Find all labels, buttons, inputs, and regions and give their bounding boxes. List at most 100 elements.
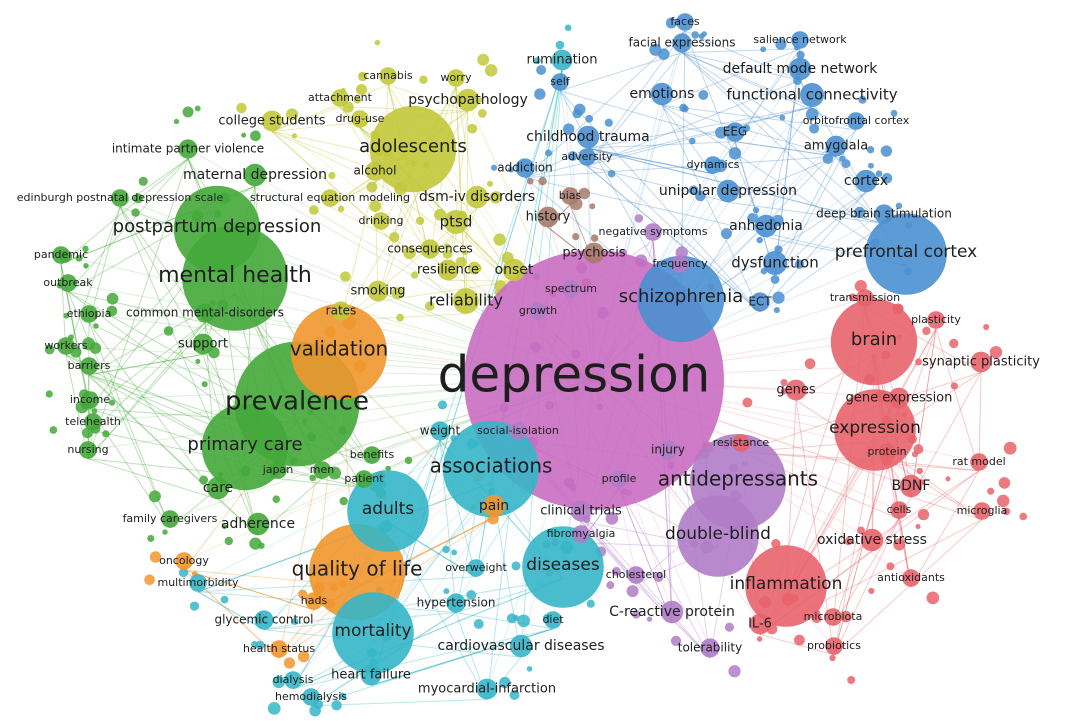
minor-node	[199, 475, 209, 485]
minor-node	[442, 545, 450, 554]
node-label: schizophrenia	[619, 286, 744, 307]
node-circle	[672, 33, 692, 53]
edge	[374, 180, 515, 282]
edge	[339, 106, 431, 259]
edge	[387, 84, 469, 112]
minor-node	[756, 236, 763, 244]
edge	[87, 458, 219, 500]
minor-node	[443, 588, 450, 595]
node-circle	[878, 443, 896, 461]
minor-node	[794, 634, 805, 646]
node-label: psychosis	[562, 246, 625, 261]
node-label: validation	[290, 337, 388, 361]
edge	[886, 460, 912, 587]
edge	[380, 229, 467, 315]
node-label: diet	[542, 613, 564, 626]
minor-node	[698, 33, 705, 40]
edge	[559, 90, 736, 143]
node-label: growth	[519, 304, 557, 317]
node-label: adversity	[561, 150, 613, 163]
edge	[832, 328, 937, 626]
minor-node	[331, 700, 342, 711]
node-circle	[644, 223, 662, 241]
minor-node	[922, 326, 931, 336]
minor-node	[108, 399, 116, 406]
minor-node	[839, 155, 846, 162]
minor-node	[564, 24, 572, 32]
node-circle	[902, 569, 920, 587]
minor-node	[374, 39, 381, 46]
minor-node	[138, 176, 148, 186]
edge	[89, 322, 206, 410]
node-label: family caregivers	[123, 512, 218, 525]
edge	[618, 487, 711, 658]
minor-node	[337, 205, 345, 213]
node-label: adults	[362, 499, 414, 519]
edge	[271, 84, 389, 132]
labels: faces facial expressions salience network r…	[17, 15, 1040, 703]
edge	[587, 147, 761, 312]
node-label: mental health	[158, 263, 312, 288]
node-label: childhood trauma	[526, 129, 650, 145]
edge	[774, 156, 837, 276]
node-label: intimate partner violence	[112, 142, 264, 156]
node-circle	[161, 510, 179, 528]
minor-node	[998, 477, 1011, 489]
edge	[67, 291, 171, 528]
minor-node	[201, 381, 208, 388]
minor-node	[987, 487, 995, 495]
node-circle	[284, 671, 302, 689]
minor-node	[511, 561, 521, 571]
node-circle	[59, 274, 77, 292]
edge	[935, 328, 980, 471]
minor-node	[527, 178, 534, 185]
minor-node	[369, 200, 382, 212]
edge	[455, 612, 554, 630]
minor-node	[911, 451, 918, 458]
node-circle	[367, 280, 389, 302]
minor-node	[484, 64, 498, 77]
minor-node	[272, 675, 285, 689]
edge	[886, 460, 980, 472]
edge	[910, 328, 937, 498]
minor-node	[106, 305, 118, 317]
node-label: addiction	[497, 161, 553, 175]
node-circle	[570, 500, 592, 522]
minor-node	[866, 146, 875, 154]
node-label: synaptic plasticity	[922, 355, 1040, 370]
edge	[727, 201, 885, 225]
edge	[271, 131, 382, 231]
node-label: oxidative stress	[817, 532, 927, 548]
edge	[587, 147, 714, 175]
minor-node	[486, 180, 494, 187]
minor-node	[773, 306, 780, 314]
minor-node	[578, 187, 591, 200]
edge	[88, 206, 121, 323]
node-label: anhedonia	[729, 218, 803, 234]
minor-node	[147, 534, 155, 542]
node-label: facial expressions	[629, 36, 736, 50]
minor-node	[997, 494, 1010, 508]
node-circle	[80, 305, 98, 323]
minor-node	[389, 232, 400, 243]
node-label: edinburgh postnatal depression scale	[17, 191, 224, 204]
node-label: diseases	[526, 555, 600, 575]
minor-node	[945, 476, 951, 482]
minor-node	[847, 676, 856, 685]
minor-node	[756, 636, 763, 642]
node-label: functional connectivity	[726, 86, 897, 104]
minor-node	[611, 566, 621, 576]
node-circle	[80, 357, 98, 375]
minor-node	[646, 616, 653, 622]
node-label: college students	[218, 114, 325, 129]
node-label: income	[70, 393, 111, 406]
minor-node	[82, 245, 89, 253]
edge	[65, 206, 121, 355]
minor-node	[728, 147, 742, 160]
node-circle	[576, 125, 600, 149]
edge	[67, 291, 206, 324]
edge	[832, 518, 900, 627]
edge	[661, 48, 801, 106]
edge	[88, 353, 204, 376]
